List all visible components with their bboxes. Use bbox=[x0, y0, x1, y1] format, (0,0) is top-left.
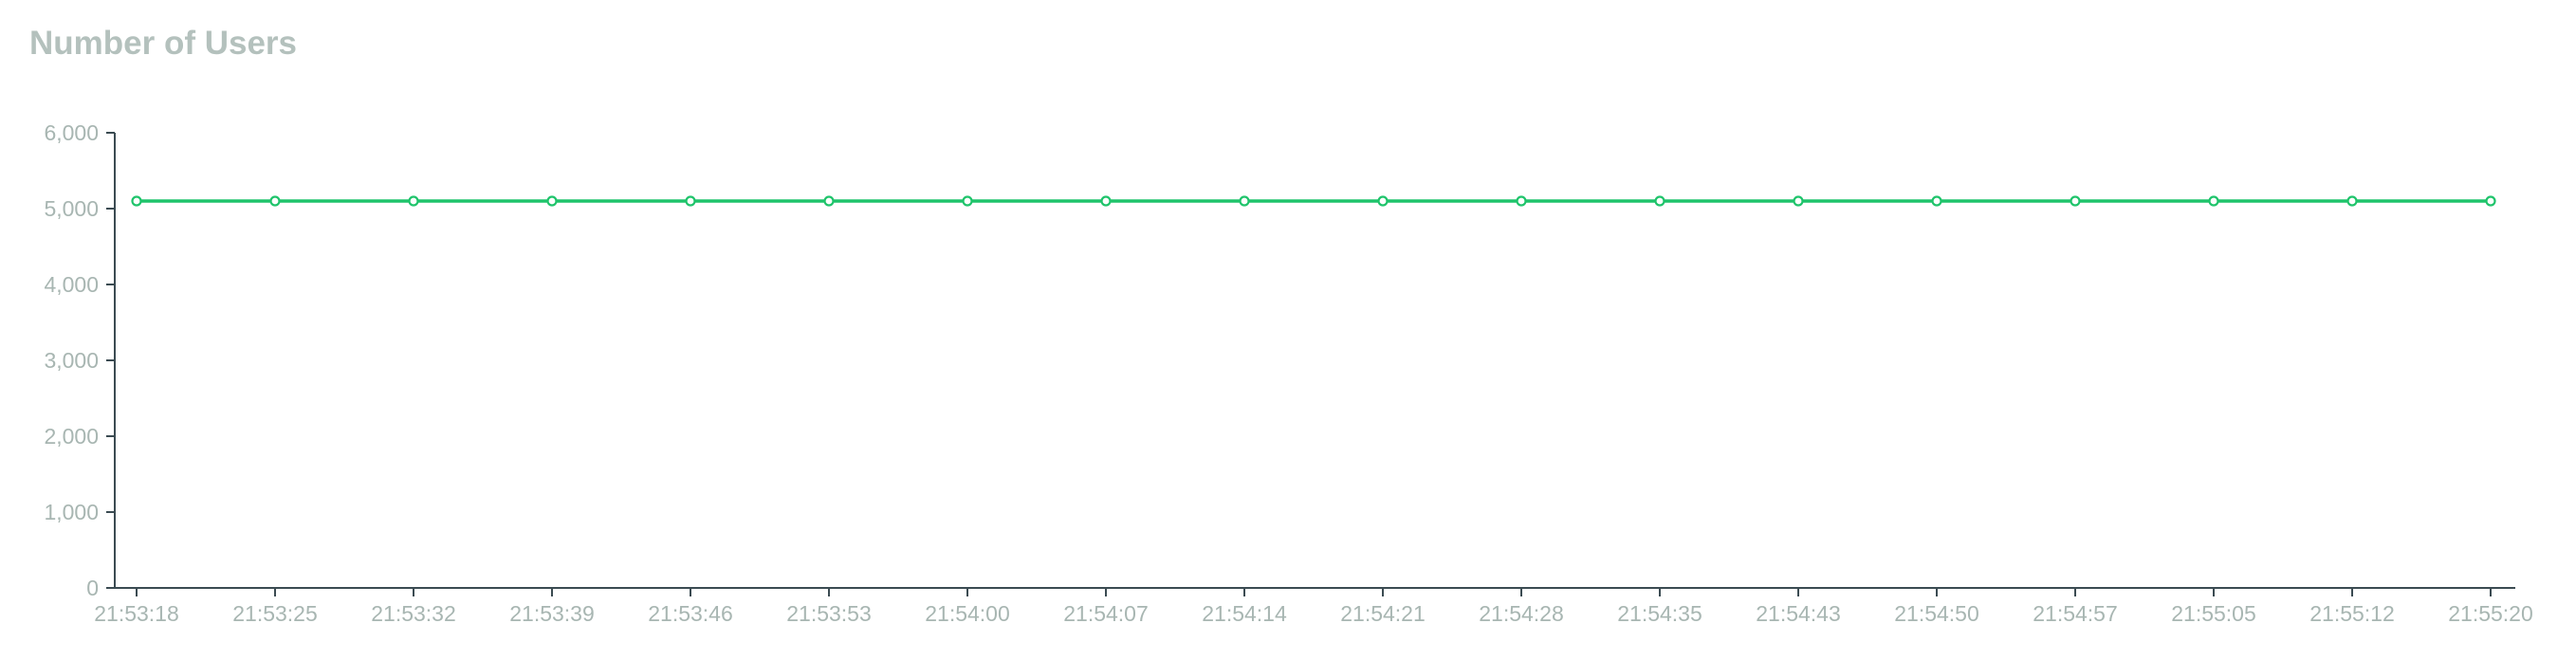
data-point[interactable] bbox=[269, 195, 281, 207]
x-tick-label: 21:53:46 bbox=[648, 601, 733, 626]
data-point[interactable] bbox=[2485, 195, 2496, 207]
x-tick-label: 21:54:50 bbox=[1894, 601, 1979, 626]
x-tick-label: 21:54:57 bbox=[2033, 601, 2118, 626]
y-axis: 0 1,000 2,000 3,000 4,000 5,000 6,000 bbox=[44, 120, 116, 600]
series-group bbox=[131, 195, 2496, 207]
y-tick-label: 6,000 bbox=[44, 120, 99, 145]
y-tick-label: 1,000 bbox=[44, 500, 99, 524]
x-tick-label: 21:53:32 bbox=[371, 601, 456, 626]
data-point[interactable] bbox=[1931, 195, 1942, 207]
y-tick-label: 2,000 bbox=[44, 424, 99, 449]
x-tick-label: 21:54:07 bbox=[1063, 601, 1149, 626]
x-tick-label: 21:53:53 bbox=[786, 601, 872, 626]
y-tick-label: 5,000 bbox=[44, 196, 99, 221]
data-point[interactable] bbox=[1654, 195, 1665, 207]
y-tick-label: 4,000 bbox=[44, 272, 99, 297]
x-tick-label: 21:54:21 bbox=[1340, 601, 1426, 626]
x-tick-label: 21:54:28 bbox=[1479, 601, 1564, 626]
x-tick-label: 21:55:12 bbox=[2309, 601, 2395, 626]
x-tick-label: 21:53:18 bbox=[94, 601, 179, 626]
x-tick-label: 21:53:39 bbox=[509, 601, 595, 626]
x-tick-label: 21:54:35 bbox=[1617, 601, 1702, 626]
data-point[interactable] bbox=[823, 195, 835, 207]
x-tick-label: 21:55:05 bbox=[2171, 601, 2256, 626]
data-point[interactable] bbox=[962, 195, 973, 207]
data-point[interactable] bbox=[131, 195, 142, 207]
data-point[interactable] bbox=[1239, 195, 1250, 207]
data-point[interactable] bbox=[685, 195, 696, 207]
y-tick-label: 3,000 bbox=[44, 348, 99, 373]
data-point[interactable] bbox=[546, 195, 558, 207]
data-point[interactable] bbox=[2070, 195, 2081, 207]
chart-title: Number of Users bbox=[29, 25, 298, 62]
data-point[interactable] bbox=[2208, 195, 2219, 207]
data-point[interactable] bbox=[408, 195, 419, 207]
data-point[interactable] bbox=[1793, 195, 1804, 207]
x-tick-label: 21:54:14 bbox=[1202, 601, 1287, 626]
data-point[interactable] bbox=[1377, 195, 1389, 207]
x-tick-label: 21:53:25 bbox=[232, 601, 318, 626]
x-axis: 21:53:18 21:53:25 21:53:32 21:53:39 21:53:46… bbox=[94, 587, 2533, 626]
data-point[interactable] bbox=[1100, 195, 1112, 207]
data-point[interactable] bbox=[2346, 195, 2358, 207]
data-point[interactable] bbox=[1516, 195, 1527, 207]
x-tick-label: 21:55:20 bbox=[2448, 601, 2533, 626]
y-tick-label: 0 bbox=[86, 576, 99, 600]
x-tick-label: 21:54:43 bbox=[1756, 601, 1841, 626]
x-tick-label: 21:54:00 bbox=[925, 601, 1010, 626]
